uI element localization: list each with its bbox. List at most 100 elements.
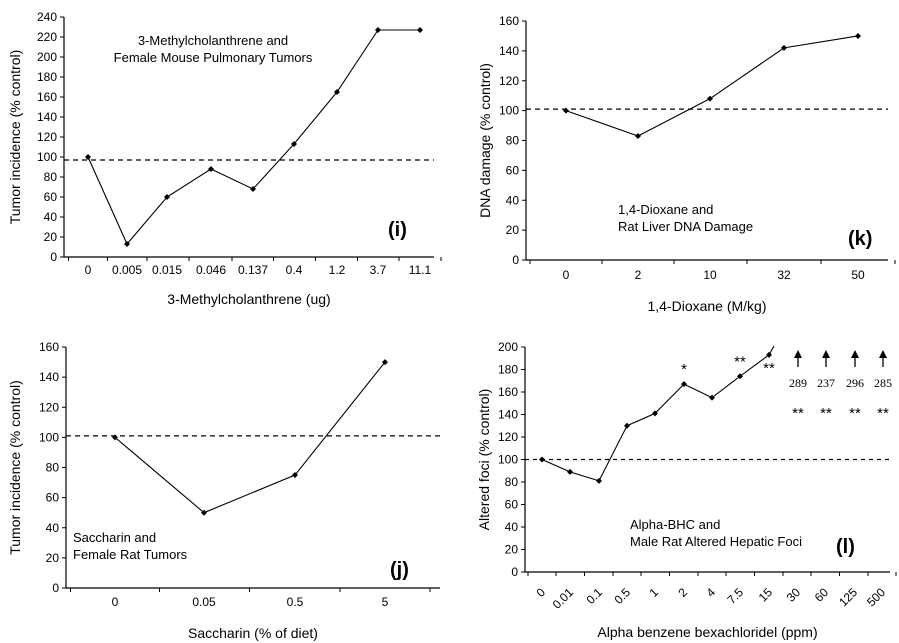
chart-1-x-tick-label: 1.2: [329, 263, 346, 277]
chart-4-y-tick-label: 20: [505, 543, 519, 557]
chart-1-x-tick-label: 3.7: [370, 263, 387, 277]
chart-1-x-tick-label: 0.005: [112, 263, 142, 277]
chart-4-off-scale-star: **: [849, 405, 861, 422]
chart-4-y-tick-label: 160: [498, 385, 518, 399]
chart-4-x-tick-label: 1: [646, 585, 661, 600]
chart-2-x-tick-label: 2: [635, 268, 642, 282]
chart-4-y-tick-label: 100: [498, 453, 518, 467]
chart-1-x-axis-title: 3-Methylcholanthrene (ug): [167, 291, 330, 307]
chart-4-data-point: [766, 351, 772, 358]
chart-3-x-tick-label: 5: [382, 595, 389, 609]
chart-1-y-tick-label: 80: [44, 170, 58, 184]
chart-3-y-tick-label: 0: [52, 581, 59, 595]
chart-1-y-tick-label: 40: [44, 210, 58, 224]
chart-2-x-tick-label: 32: [777, 268, 791, 282]
chart-2-data-point: [855, 32, 861, 39]
chart-4-off-scale-arrow-head: [879, 350, 887, 358]
chart-2-x-tick-label: 0: [563, 268, 570, 282]
chart-4-x-tick-label: 15: [756, 585, 776, 605]
chart-3-data-point: [292, 472, 298, 479]
chart-3-y-tick-label: 20: [46, 551, 60, 565]
chart-1-data-point: [85, 154, 91, 160]
chart-4-off-scale-arrow-head: [851, 350, 859, 358]
chart-2-data-point: [707, 95, 713, 102]
chart-2-x-tick-label: 50: [851, 268, 865, 282]
chart-1-data-point: [334, 89, 340, 95]
chart-4-annotation-line: Alpha-BHC and: [630, 517, 720, 532]
chart-1-data-point: [250, 186, 256, 192]
chart-1-y-tick-label: 200: [37, 50, 57, 64]
chart-3-annotation-line: Saccharin and: [73, 530, 156, 545]
chart-4-y-tick-label: 200: [498, 340, 518, 354]
chart-4-off-scale-star: **: [877, 405, 889, 422]
chart-4-y-tick-label: 180: [498, 363, 518, 377]
chart-4-off-scale-value: 237: [817, 376, 835, 390]
chart-2-annotation-line: 1,4-Dioxane and: [618, 202, 713, 217]
chart-1-data-point: [375, 27, 381, 33]
chart-3-y-tick-label: 80: [46, 461, 60, 475]
chart-3-y-tick-label: 100: [39, 430, 59, 444]
chart-4-y-tick-label: 40: [505, 520, 519, 534]
chart-4-significance-star: *: [681, 361, 687, 378]
chart-3-data-point: [112, 434, 118, 441]
chart-4-data-point: [709, 394, 715, 401]
chart-1-x-tick-label: 0: [85, 263, 92, 277]
chart-2-data-point: [781, 44, 787, 51]
chart-2-x-axis-title: 1,4-Dioxane (M/kg): [647, 298, 766, 314]
chart-1-data-point: [417, 27, 423, 33]
chart-2-series-line: [565, 35, 859, 137]
chart-4-series-line: [541, 345, 775, 482]
chart-4-x-tick-label: 500: [864, 585, 888, 609]
chart-4-off-scale-value: 296: [846, 376, 864, 390]
chart-1-data-point: [208, 166, 214, 172]
chart-1-y-tick-label: 60: [44, 190, 58, 204]
chart-4-data-point: [567, 468, 573, 475]
chart-2-y-tick-label: 140: [499, 44, 519, 58]
chart-4-significance-star: **: [734, 353, 746, 370]
chart-4-x-tick-label: 0.5: [611, 585, 633, 607]
chart-4-x-tick-label: 0: [533, 585, 548, 600]
chart-4-off-scale-arrow-head: [794, 350, 802, 358]
chart-2-y-tick-label: 60: [506, 163, 520, 177]
chart-4-x-tick-label: 7.5: [724, 585, 746, 607]
chart-4-y-tick-label: 120: [498, 430, 518, 444]
chart-2-y-tick-label: 100: [499, 104, 519, 118]
chart-3-y-tick-label: 160: [39, 340, 59, 354]
chart-4-data-point: [652, 410, 658, 417]
chart-1-y-tick-label: 120: [37, 130, 57, 144]
chart-1-data-point: [291, 141, 297, 147]
chart-2-panel-letter: (k): [848, 228, 872, 250]
chart-2-data-point: [635, 133, 641, 140]
chart-1-x-tick-label: 0.015: [152, 263, 182, 277]
chart-4-data-point: [737, 373, 743, 380]
chart-1-y-tick-label: 240: [37, 10, 57, 24]
chart-4-data-point: [539, 456, 545, 463]
chart-1-y-tick-label: 180: [37, 70, 57, 84]
chart-4-x-tick-label: 30: [784, 585, 804, 605]
chart-2-y-tick-label: 0: [512, 253, 519, 267]
chart-1-data-point: [164, 194, 170, 200]
chart-1-data-point: [124, 241, 130, 247]
chart-4-panel-letter: (l): [836, 536, 855, 558]
chart-1-y-tick-label: 0: [50, 250, 57, 264]
chart-1-x-tick-label: 0.046: [196, 263, 226, 277]
chart-4-significance-star: **: [763, 360, 775, 377]
chart-4-off-scale-star: **: [792, 405, 804, 422]
chart-4-data-point: [681, 381, 687, 388]
chart-3-y-tick-label: 60: [46, 491, 60, 505]
chart-2-annotation-line: Rat Liver DNA Damage: [618, 219, 753, 234]
chart-4-y-tick-label: 140: [498, 408, 518, 422]
chart-3-data-point: [201, 509, 207, 516]
chart-4-y-tick-label: 0: [511, 565, 518, 579]
chart-1-y-axis-title: Tumor incidence (% control): [7, 50, 23, 225]
chart-1-y-tick-label: 160: [37, 90, 57, 104]
chart-4-x-tick-label: 2: [675, 585, 690, 600]
chart-2-y-tick-label: 20: [506, 223, 520, 237]
chart-3-x-tick-label: 0.05: [192, 595, 216, 609]
chart-4-off-scale-value: 285: [874, 376, 892, 390]
chart-3-y-axis-title: Tumor incidence (% control): [7, 380, 23, 555]
chart-3-y-tick-label: 140: [39, 370, 59, 384]
chart-4-data-point: [624, 422, 630, 429]
chart-4-x-tick-label: 60: [812, 585, 832, 605]
